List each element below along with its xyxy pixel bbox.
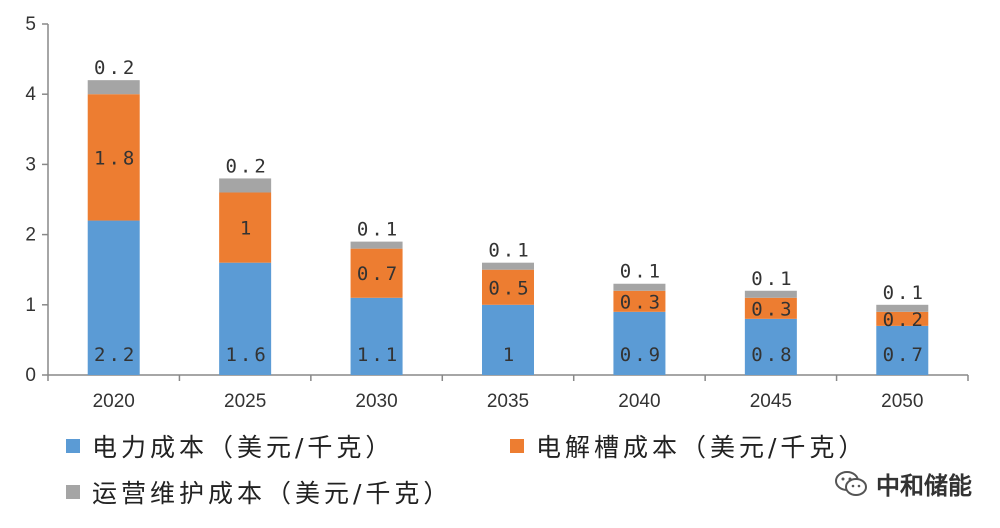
x-tick-label: 2045: [750, 391, 792, 412]
bar-segment-2: [744, 290, 797, 298]
bar-segment-1: [350, 248, 403, 298]
x-tick-label: 2030: [355, 391, 397, 412]
bar-segment-0: [482, 304, 534, 375]
axes: 0 1 2 3 4 5 2020 2025 2030 2035 2040 2045 2050: [25, 14, 969, 412]
bars: [87, 80, 929, 375]
watermark: 中和储能: [834, 466, 972, 501]
data-label: 0.2: [883, 309, 926, 331]
x-tick-label: 2050: [881, 391, 923, 412]
data-label: 1.6: [225, 344, 268, 366]
bar-segment-2: [219, 178, 272, 193]
data-label: 0.3: [620, 291, 663, 313]
bar-segment-0: [219, 262, 272, 375]
bar-segment-1: [482, 269, 534, 305]
data-label: 1: [503, 344, 517, 366]
data-label: 0.1: [357, 219, 400, 241]
data-label: 1: [240, 218, 254, 240]
bar-segment-2: [482, 262, 534, 270]
bar-segment-1: [219, 192, 272, 263]
bar-segment-1: [613, 290, 666, 312]
y-tick-label: 4: [25, 84, 36, 105]
bar-segment-2: [613, 283, 666, 291]
data-label: 0.2: [94, 57, 137, 79]
data-label: 0.7: [883, 344, 926, 366]
data-label: 0.9: [620, 344, 663, 366]
bar-segment-0: [87, 220, 140, 375]
bar-segment-2: [350, 241, 403, 249]
x-tick-label: 2040: [618, 391, 660, 412]
bar-segment-1: [744, 297, 797, 319]
y-tick-label: 1: [25, 295, 36, 316]
data-labels: 2.2 1.8 0.2 1.6 1 0.2 1.1 0.7 0.1 1 0.5 0.1 0.9 0.3 0.…: [94, 57, 926, 366]
bar-segment-0: [350, 297, 403, 375]
data-label: 0.8: [751, 344, 794, 366]
data-label: 1.8: [94, 147, 137, 169]
bar-segment-0: [613, 311, 666, 375]
bar-segment-1: [87, 94, 140, 221]
y-tick-label: 3: [25, 154, 36, 175]
bar-segment-2: [87, 80, 140, 95]
bar-segment-0: [744, 318, 797, 375]
data-label: 0.1: [883, 282, 926, 304]
data-label: 0.3: [751, 298, 794, 320]
bar-segment-2: [876, 304, 929, 312]
bar-segment-0: [876, 325, 929, 375]
data-label: 0.1: [751, 268, 794, 290]
data-label: 2.2: [94, 344, 137, 366]
watermark-text: 中和储能: [876, 472, 972, 500]
wechat-icon: [835, 470, 867, 496]
x-tick-label: 2020: [93, 391, 135, 412]
x-tick-label: 2035: [487, 391, 529, 412]
data-label: 0.7: [357, 263, 400, 285]
data-label: 0.2: [225, 155, 268, 177]
x-tick-label: 2025: [224, 391, 266, 412]
data-label: 0.5: [488, 277, 531, 299]
y-tick-label: 2: [25, 225, 36, 246]
bar-segment-1: [876, 311, 929, 326]
data-label: 0.1: [620, 261, 663, 283]
y-tick-label: 0: [25, 365, 36, 386]
data-label: 0.1: [488, 240, 531, 262]
data-label: 1.1: [357, 344, 400, 366]
y-tick-label: 5: [25, 14, 36, 35]
